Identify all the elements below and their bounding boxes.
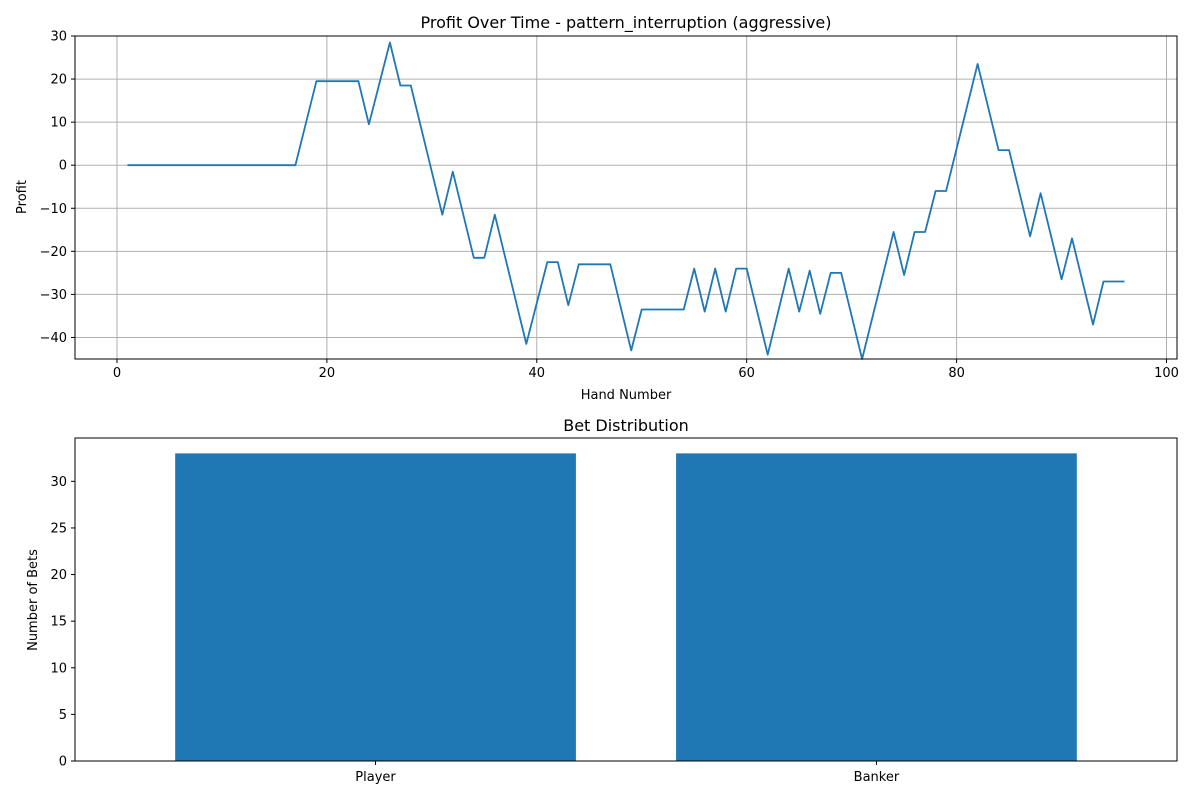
y-tick-label: 0 [59, 159, 67, 174]
y-tick-label: 15 [50, 615, 67, 630]
y-tick-label: 10 [50, 116, 67, 131]
x-tick-label: Banker [854, 770, 900, 785]
bet-distribution-x-ticks: Player Banker [355, 761, 900, 785]
bar-player [175, 453, 576, 761]
y-tick-label: 20 [50, 568, 67, 583]
bet-distribution-frame [74, 437, 1178, 762]
profit-chart-x-ticks: 0 20 40 60 80 100 [113, 359, 1179, 381]
x-tick-label: 40 [529, 366, 546, 381]
y-tick-label: 30 [50, 475, 67, 490]
profit-chart: Profit Over Time - pattern_interruption … [15, 13, 1179, 403]
bet-distribution-y-ticks: 0 5 10 15 20 25 30 [50, 475, 75, 770]
profit-chart-frame [74, 35, 1178, 360]
y-tick-label: 10 [50, 661, 67, 676]
y-tick-label: −40 [40, 331, 67, 346]
bet-distribution-y-label: Number of Bets [26, 549, 41, 651]
profit-line-series [127, 41, 1125, 360]
y-tick-label: 0 [59, 755, 67, 770]
x-tick-label: 0 [113, 366, 121, 381]
y-tick-label: −30 [40, 288, 67, 303]
bet-distribution-title: Bet Distribution [563, 416, 689, 435]
bet-distribution-bars [175, 453, 1077, 761]
y-tick-label: −10 [40, 202, 67, 217]
y-tick-label: 30 [50, 30, 67, 45]
profit-chart-grid [75, 35, 1177, 359]
y-tick-label: 5 [59, 708, 67, 723]
bar-banker [676, 453, 1077, 761]
profit-chart-title: Profit Over Time - pattern_interruption … [421, 13, 832, 33]
x-tick-label: 80 [948, 366, 965, 381]
profit-chart-y-label: Profit [15, 180, 30, 214]
y-tick-label: 25 [50, 521, 67, 536]
profit-chart-y-ticks: −40 −30 −20 −10 0 10 20 30 [40, 30, 75, 346]
x-tick-label: 20 [319, 366, 336, 381]
x-tick-label: 60 [738, 366, 755, 381]
y-tick-label: 20 [50, 73, 67, 88]
y-tick-label: −20 [40, 245, 67, 260]
profit-chart-x-label: Hand Number [581, 388, 672, 403]
x-tick-label: Player [355, 770, 396, 785]
x-tick-label: 100 [1154, 366, 1179, 381]
bet-distribution-chart: Bet Distribution Player Banker 0 5 10 15 20 25… [26, 416, 1178, 785]
